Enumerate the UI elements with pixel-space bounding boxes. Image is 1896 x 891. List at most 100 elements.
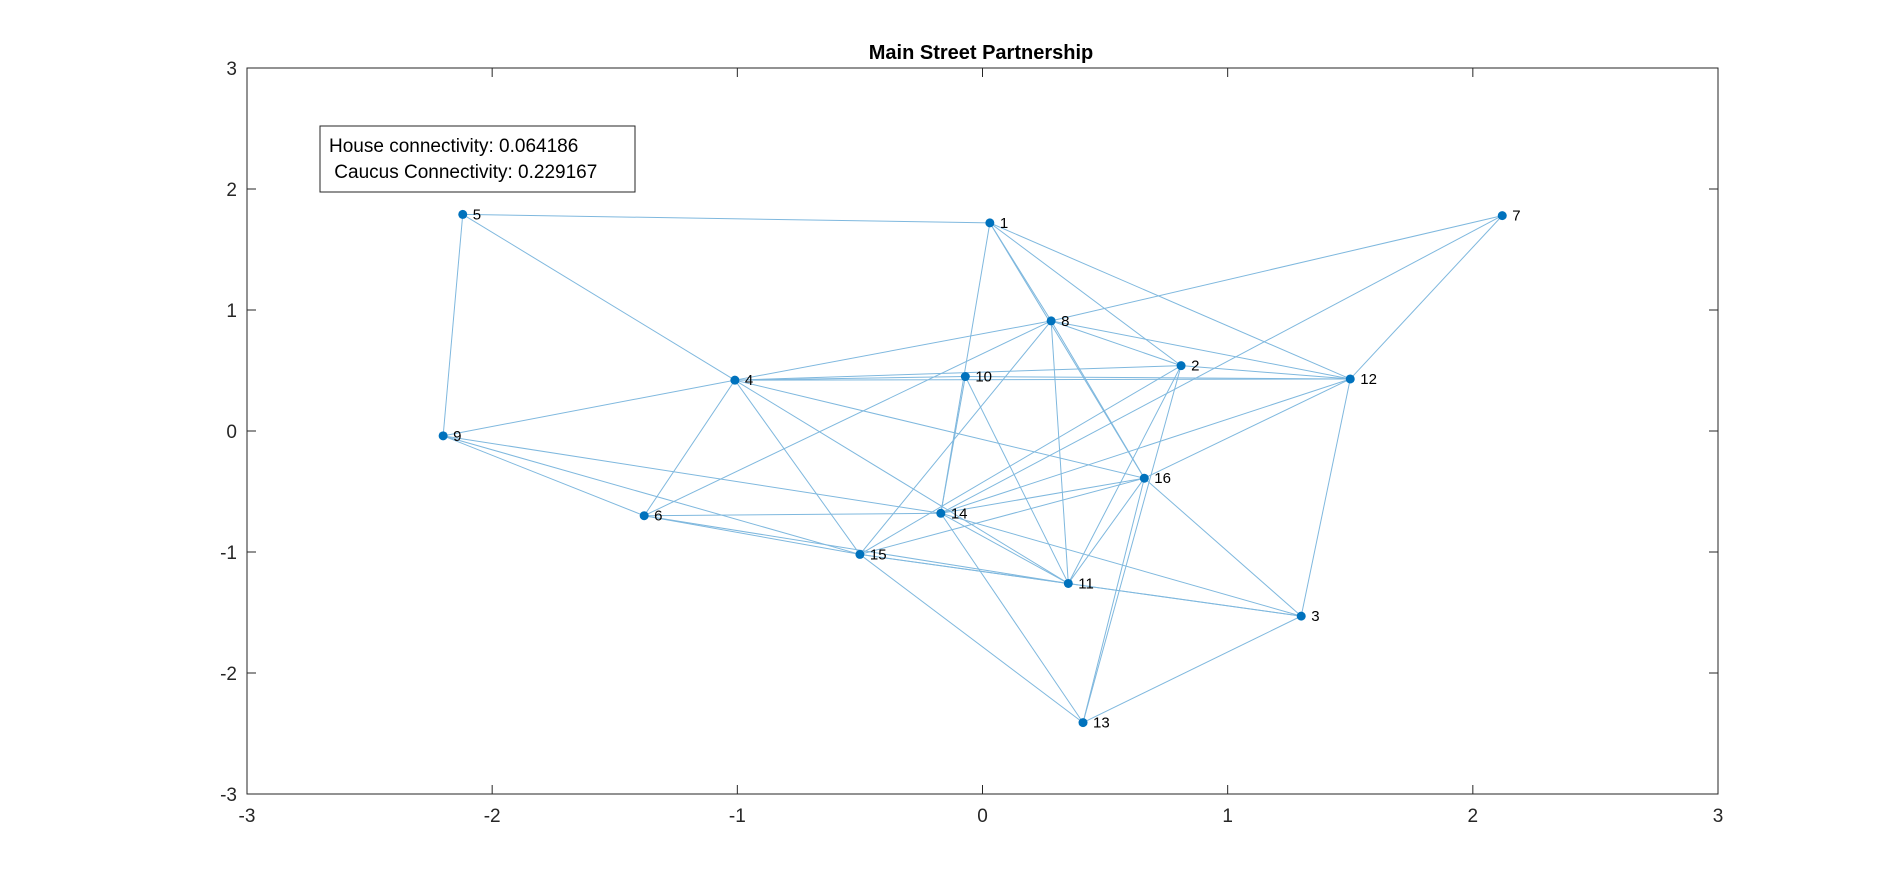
node-label-2: 2	[1191, 358, 1199, 375]
edge-1-12	[989, 222, 1351, 380]
edge-4-6	[643, 379, 736, 516]
edge-4-11	[734, 379, 1069, 584]
edges	[442, 213, 1503, 724]
y-tick-label: 0	[226, 422, 237, 443]
edge-4-12	[734, 378, 1351, 381]
y-tick-label: -1	[220, 543, 237, 564]
edge-4-2	[734, 365, 1182, 381]
node-label-13: 13	[1093, 715, 1110, 732]
edge-6-14	[644, 512, 941, 517]
edge-4-10	[734, 376, 966, 381]
edge-8-6	[643, 320, 1052, 517]
x-tick-label: 2	[1468, 806, 1479, 827]
node-label-8: 8	[1061, 313, 1069, 330]
node-label-5: 5	[473, 206, 481, 223]
node-11	[1063, 578, 1073, 588]
node-5	[458, 209, 468, 219]
node-label-15: 15	[870, 546, 887, 563]
edge-2-12	[1181, 365, 1351, 380]
node-label-7: 7	[1512, 208, 1520, 225]
edge-15-13	[859, 554, 1084, 724]
node-label-1: 1	[1000, 215, 1008, 232]
edge-8-4	[734, 320, 1052, 381]
edge-14-11	[940, 512, 1069, 584]
node-label-6: 6	[654, 508, 662, 525]
node-label-4: 4	[745, 372, 753, 389]
node-13	[1078, 718, 1088, 728]
edge-16-11	[1067, 477, 1145, 584]
node-label-16: 16	[1154, 470, 1171, 487]
edge-8-12	[1051, 320, 1351, 380]
node-9	[438, 431, 448, 441]
edge-4-9	[443, 379, 735, 437]
edge-5-4	[462, 213, 736, 381]
edge-7-8	[1051, 215, 1503, 322]
node-14	[936, 508, 946, 518]
node-label-11: 11	[1078, 575, 1094, 592]
edge-12-16	[1144, 378, 1351, 479]
edge-2-11	[1067, 365, 1182, 584]
edge-5-9	[442, 214, 464, 436]
y-tick-label: -2	[220, 664, 237, 685]
node-7	[1497, 211, 1507, 221]
annotation-house-connectivity: House connectivity: 0.064186	[329, 136, 578, 157]
y-tick-label: 3	[226, 59, 237, 80]
node-3	[1296, 611, 1306, 621]
node-12	[1345, 374, 1355, 384]
x-tick-label: -2	[484, 806, 501, 827]
node-6	[639, 511, 649, 521]
edge-4-15	[734, 379, 861, 555]
y-tick-label: 1	[226, 301, 237, 322]
edge-8-11	[1050, 320, 1069, 584]
edge-2-15	[859, 365, 1182, 555]
edge-12-3	[1300, 378, 1351, 617]
edge-8-2	[1050, 320, 1182, 367]
connectivity-annotation: House connectivity: 0.064186 Caucus Conn…	[319, 125, 636, 193]
edge-10-12	[965, 376, 1351, 380]
node-label-3: 3	[1311, 608, 1319, 625]
edge-4-16	[734, 379, 1145, 479]
edge-9-15	[442, 435, 861, 555]
x-tick-label: -3	[239, 806, 256, 827]
edge-9-14	[443, 435, 941, 514]
annotation-caucus-connectivity: Caucus Connectivity: 0.229167	[329, 162, 597, 183]
edge-11-3	[1068, 582, 1302, 617]
annotation-box	[319, 125, 636, 193]
edge-16-13	[1082, 478, 1145, 723]
edge-14-13	[940, 512, 1084, 723]
x-tick-label: -1	[729, 806, 746, 827]
node-label-9: 9	[453, 428, 461, 445]
x-tick-label: 1	[1222, 806, 1233, 827]
node-4	[730, 375, 740, 385]
x-tick-label: 0	[977, 806, 988, 827]
edge-7-14	[940, 215, 1503, 514]
chart-title: Main Street Partnership	[869, 42, 1094, 64]
edge-10-11	[964, 376, 1069, 584]
node-15	[855, 549, 865, 559]
y-tick-label: 2	[226, 180, 237, 201]
edge-15-16	[859, 477, 1145, 555]
edge-10-14	[940, 376, 966, 514]
node-1	[985, 218, 995, 228]
edge-14-16	[940, 477, 1145, 514]
edge-2-13	[1082, 365, 1182, 723]
edge-13-3	[1082, 615, 1302, 724]
edge-7-12	[1349, 215, 1503, 380]
node-10	[960, 372, 970, 382]
node-label-12: 12	[1360, 371, 1377, 388]
edge-1-2	[989, 222, 1182, 367]
edge-6-11	[644, 515, 1069, 584]
node-label-10: 10	[975, 369, 992, 386]
node-8	[1046, 316, 1056, 326]
nodes	[438, 209, 1507, 728]
edge-8-15	[859, 320, 1052, 555]
x-tick-label: 3	[1713, 806, 1724, 827]
edge-5-1	[462, 213, 990, 224]
edge-16-3	[1143, 477, 1302, 617]
edge-9-6	[442, 435, 645, 517]
edge-6-15	[644, 515, 861, 555]
axis-ticks	[246, 67, 1719, 795]
